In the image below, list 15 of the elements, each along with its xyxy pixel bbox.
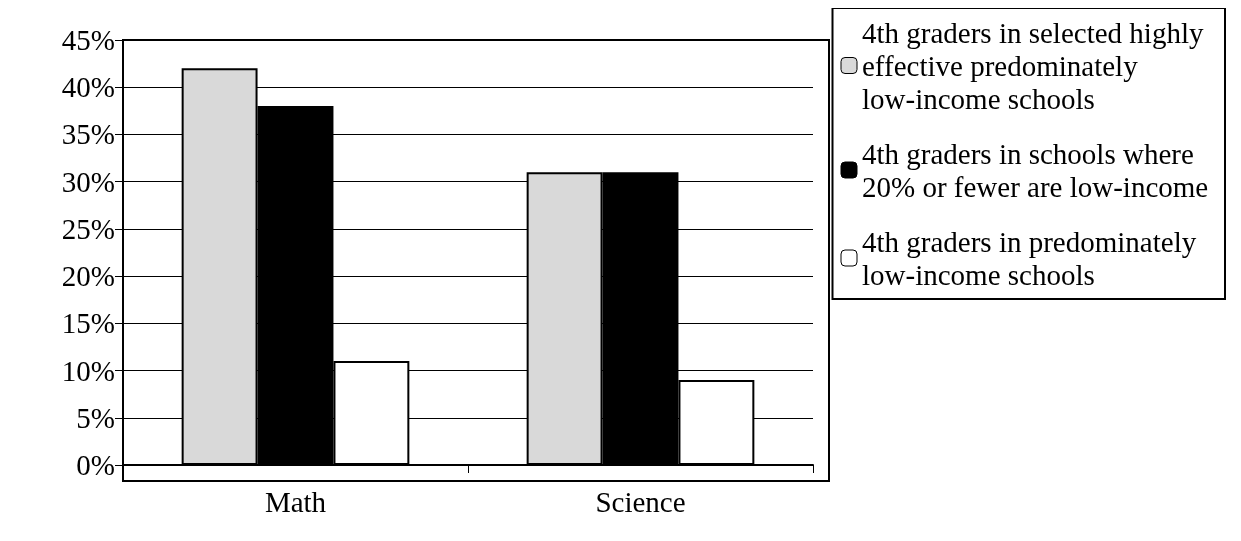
y-tick-label: 30%: [61, 165, 115, 198]
y-tick-label: 15%: [61, 307, 115, 340]
x-tick-label: Science: [595, 485, 686, 518]
y-tick-label: 20%: [61, 260, 115, 293]
y-tick-label: 45%: [61, 24, 115, 56]
legend-label: 4th graders in predominately low-income schools: [862, 225, 1204, 291]
y-tick-label: 40%: [61, 71, 115, 104]
legend-label: 4th graders in schools where 20% or fewer are low-income: [862, 137, 1209, 203]
y-tick-label: 25%: [61, 212, 115, 245]
legend-label: 4th graders in selected highly effective predominately low-income schools: [862, 16, 1211, 115]
x-tick-label: Math: [264, 485, 327, 518]
y-tick-label: 35%: [61, 118, 115, 151]
y-tick-label: 10%: [61, 354, 115, 387]
y-tick-label: 5%: [76, 401, 115, 434]
y-tick-label: 0%: [76, 449, 115, 481]
